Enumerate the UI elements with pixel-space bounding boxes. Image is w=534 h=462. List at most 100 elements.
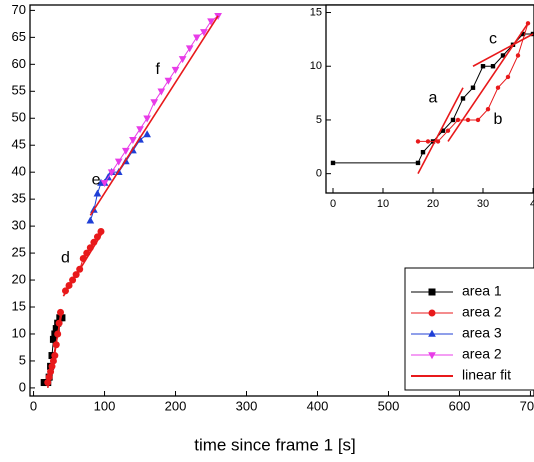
- y-tick-label: 0: [316, 168, 322, 180]
- marker: [164, 77, 173, 85]
- marker: [200, 29, 208, 37]
- legend-label: linear fit: [462, 367, 511, 383]
- marker: [428, 329, 436, 337]
- y-tick-label: 40: [12, 164, 26, 179]
- annotation: d: [61, 250, 70, 267]
- x-tick-label: 600: [449, 398, 471, 413]
- marker: [57, 308, 65, 316]
- marker: [425, 139, 431, 144]
- plot: [330, 21, 534, 175]
- legend-label: area 3: [462, 325, 502, 341]
- marker: [143, 130, 151, 138]
- y-tick-label: 10: [12, 325, 26, 340]
- y-tick-label: 10: [310, 60, 322, 72]
- y-tick-label: 20: [12, 271, 26, 286]
- marker: [86, 216, 95, 224]
- marker: [520, 31, 526, 37]
- marker: [428, 309, 436, 317]
- x-tick-label: 0: [30, 398, 37, 413]
- y-tick-label: 60: [12, 56, 26, 71]
- x-tick-label: 300: [236, 398, 258, 413]
- x-tick-label: 20: [427, 198, 439, 210]
- marker: [465, 117, 471, 123]
- series-line: [417, 22, 534, 175]
- marker: [440, 128, 446, 133]
- x-tick-label: 400: [307, 398, 329, 413]
- series-line: [46, 15, 219, 389]
- marker: [192, 34, 201, 42]
- annotation: b: [494, 111, 503, 128]
- marker: [428, 352, 436, 360]
- marker: [475, 117, 481, 123]
- marker: [495, 85, 501, 90]
- plot-area: [325, 4, 534, 194]
- x-tick-label: 100: [94, 398, 116, 413]
- marker: [107, 169, 116, 177]
- legend-label: area 2: [462, 304, 502, 320]
- y-tick-label: 25: [12, 245, 26, 260]
- marker: [505, 74, 511, 80]
- marker: [157, 88, 166, 96]
- marker: [415, 160, 421, 166]
- x-tick-label: 200: [165, 398, 187, 413]
- annotation: f: [156, 61, 161, 78]
- x-tick-label: 0: [330, 198, 336, 210]
- x-tick-label: 30: [477, 198, 489, 210]
- marker: [185, 45, 194, 53]
- y-tick-label: 30: [12, 218, 26, 233]
- marker: [100, 180, 109, 188]
- marker: [143, 115, 151, 123]
- y-tick-label: 5: [316, 114, 322, 126]
- marker: [415, 139, 421, 144]
- marker: [428, 288, 436, 296]
- marker: [58, 314, 66, 322]
- marker: [207, 18, 215, 26]
- y-tick-label: 50: [12, 110, 26, 125]
- marker: [129, 137, 137, 145]
- legend-label: area 2: [462, 346, 502, 362]
- y-tick-label: 65: [12, 29, 26, 44]
- x-tick-label: 10: [377, 198, 389, 210]
- y-tick-label: 15: [12, 298, 26, 313]
- y-tick-label: 15: [310, 6, 322, 18]
- plot: [40, 12, 222, 389]
- marker: [52, 325, 60, 333]
- annotation: e: [92, 171, 101, 188]
- marker: [150, 99, 159, 107]
- legend-label: area 1: [462, 283, 502, 299]
- annotation: a: [429, 90, 438, 107]
- marker: [171, 66, 180, 74]
- marker: [450, 117, 456, 123]
- marker: [460, 96, 466, 101]
- marker: [114, 158, 123, 166]
- y-tick-label: 70: [12, 2, 26, 17]
- y-tick-label: 5: [19, 352, 26, 367]
- marker: [178, 56, 187, 64]
- y-tick-label: 35: [12, 191, 26, 206]
- marker: [420, 149, 426, 155]
- annotation: c: [489, 31, 497, 48]
- x-tick-label: 700: [520, 398, 534, 413]
- x-tick-label: 500: [378, 398, 400, 413]
- y-tick-label: 45: [12, 137, 26, 152]
- y-tick-label: 55: [12, 83, 26, 98]
- y-tick-label: 0: [19, 379, 26, 394]
- marker: [455, 117, 461, 123]
- marker: [49, 335, 57, 343]
- x-tick-label: 4: [530, 198, 534, 210]
- marker: [490, 64, 496, 69]
- marker: [136, 126, 144, 134]
- marker: [485, 107, 491, 112]
- legend: area 1 area 2 area 3 area 2 linear fit: [404, 267, 534, 391]
- x-axis-title: time since frame 1 [s]: [194, 435, 356, 454]
- marker: [121, 147, 130, 155]
- marker: [515, 53, 521, 58]
- marker: [480, 64, 486, 69]
- marker: [93, 189, 102, 197]
- marker: [500, 53, 506, 58]
- marker: [330, 160, 336, 166]
- marker: [470, 85, 476, 90]
- legend-box: [404, 267, 534, 391]
